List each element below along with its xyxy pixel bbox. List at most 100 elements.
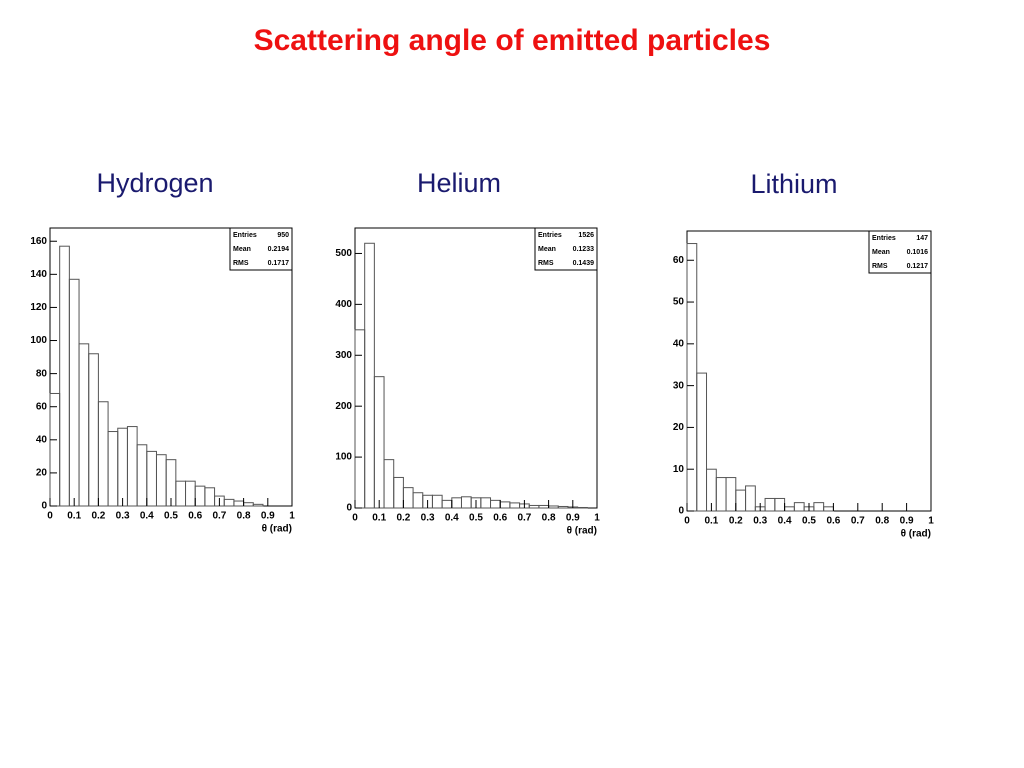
y-tick-label: 60: [36, 401, 48, 412]
bar: [577, 506, 588, 509]
x-tick-label: 1: [289, 511, 295, 522]
bar: [78, 343, 90, 507]
y-tick-label: 80: [36, 368, 48, 379]
bar: [354, 329, 366, 509]
bar: [155, 454, 167, 507]
y-tick-label: 100: [335, 452, 352, 463]
bar: [175, 480, 187, 507]
bar: [233, 500, 245, 507]
bar: [528, 504, 540, 509]
x-tick-label: 0.4: [445, 513, 459, 524]
bar: [243, 502, 254, 507]
bar: [146, 450, 157, 507]
x-tick-label: 0.1: [67, 511, 81, 522]
y-tick-label: 0: [41, 501, 47, 512]
y-tick-label: 60: [673, 255, 685, 266]
x-tick-label: 0.7: [517, 513, 531, 524]
stat-value: 1526: [578, 232, 594, 239]
bar: [490, 499, 501, 509]
x-tick-label: 0.3: [116, 511, 130, 522]
x-tick-label: 0.3: [421, 513, 435, 524]
stat-value: 0.1016: [907, 249, 929, 256]
y-tick-label: 30: [673, 380, 685, 391]
bar: [97, 401, 109, 507]
bar: [813, 502, 825, 512]
x-tick-label: 0.9: [900, 516, 914, 527]
x-tick-label: 0.9: [261, 511, 275, 522]
bar: [412, 492, 424, 509]
bar: [223, 498, 235, 507]
bar: [774, 497, 786, 512]
stats-box: [868, 230, 932, 274]
y-tick-label: 40: [673, 338, 685, 349]
bar: [204, 487, 216, 507]
stat-value: 950: [277, 232, 289, 239]
bar: [715, 477, 727, 512]
bar: [252, 503, 264, 507]
bar: [185, 480, 196, 507]
y-tick-label: 200: [335, 401, 352, 412]
bar: [68, 278, 80, 507]
stat-label: Entries: [872, 235, 896, 242]
x-tick-label: 0.7: [212, 511, 226, 522]
bar: [126, 426, 138, 507]
x-tick-label: 0.8: [875, 516, 889, 527]
bar: [764, 497, 776, 512]
y-tick-label: 500: [335, 248, 352, 259]
bar: [557, 505, 569, 509]
x-tick-label: 0.3: [753, 516, 767, 527]
bar: [194, 485, 206, 507]
bar: [793, 502, 805, 512]
bar: [548, 505, 559, 509]
bar: [686, 243, 698, 512]
x-tick-label: 0.2: [91, 511, 105, 522]
stats-box: [534, 227, 598, 271]
y-tick-label: 20: [673, 422, 685, 433]
chart-title: Hydrogen: [96, 168, 213, 198]
chart-title: Lithium: [750, 169, 837, 199]
slide-title: Scattering angle of emitted particles: [254, 24, 771, 57]
stat-value: 0.1439: [573, 260, 595, 267]
x-axis-label: θ (rad): [567, 526, 597, 537]
x-tick-label: 0: [684, 516, 690, 527]
bar: [509, 502, 521, 509]
bar: [451, 497, 462, 509]
x-tick-label: 0.2: [396, 513, 410, 524]
bar: [745, 485, 756, 512]
stat-value: 0.1233: [573, 246, 595, 253]
bar: [735, 489, 747, 512]
x-tick-label: 0.6: [826, 516, 840, 527]
bar: [499, 501, 511, 509]
bar: [538, 504, 550, 509]
stat-label: Entries: [233, 232, 257, 239]
y-tick-label: 0: [346, 503, 352, 514]
y-tick-label: 40: [36, 434, 48, 445]
stat-label: RMS: [233, 260, 249, 267]
x-tick-label: 0.8: [542, 513, 556, 524]
bar: [823, 506, 834, 512]
bar: [107, 431, 119, 507]
stat-value: 0.1717: [268, 260, 290, 267]
stat-label: Mean: [872, 249, 890, 256]
bar: [460, 496, 472, 509]
bar: [696, 372, 708, 512]
x-tick-label: 1: [928, 516, 934, 527]
stats-box: [229, 227, 293, 271]
stat-value: 0.2194: [268, 246, 290, 253]
bar: [117, 427, 128, 507]
stat-label: RMS: [872, 263, 888, 270]
stat-value: 0.1217: [907, 263, 929, 270]
y-tick-label: 120: [30, 302, 47, 313]
bar: [441, 499, 453, 509]
bar: [480, 497, 492, 509]
stat-value: 147: [916, 235, 928, 242]
y-tick-label: 20: [36, 468, 48, 479]
x-tick-label: 0.5: [802, 516, 816, 527]
x-tick-label: 0.8: [237, 511, 251, 522]
x-tick-label: 0.5: [469, 513, 483, 524]
x-tick-label: 1: [594, 513, 600, 524]
x-axis-label: θ (rad): [262, 524, 292, 535]
y-tick-label: 10: [673, 464, 685, 475]
y-tick-label: 140: [30, 269, 47, 280]
bar: [373, 376, 385, 509]
